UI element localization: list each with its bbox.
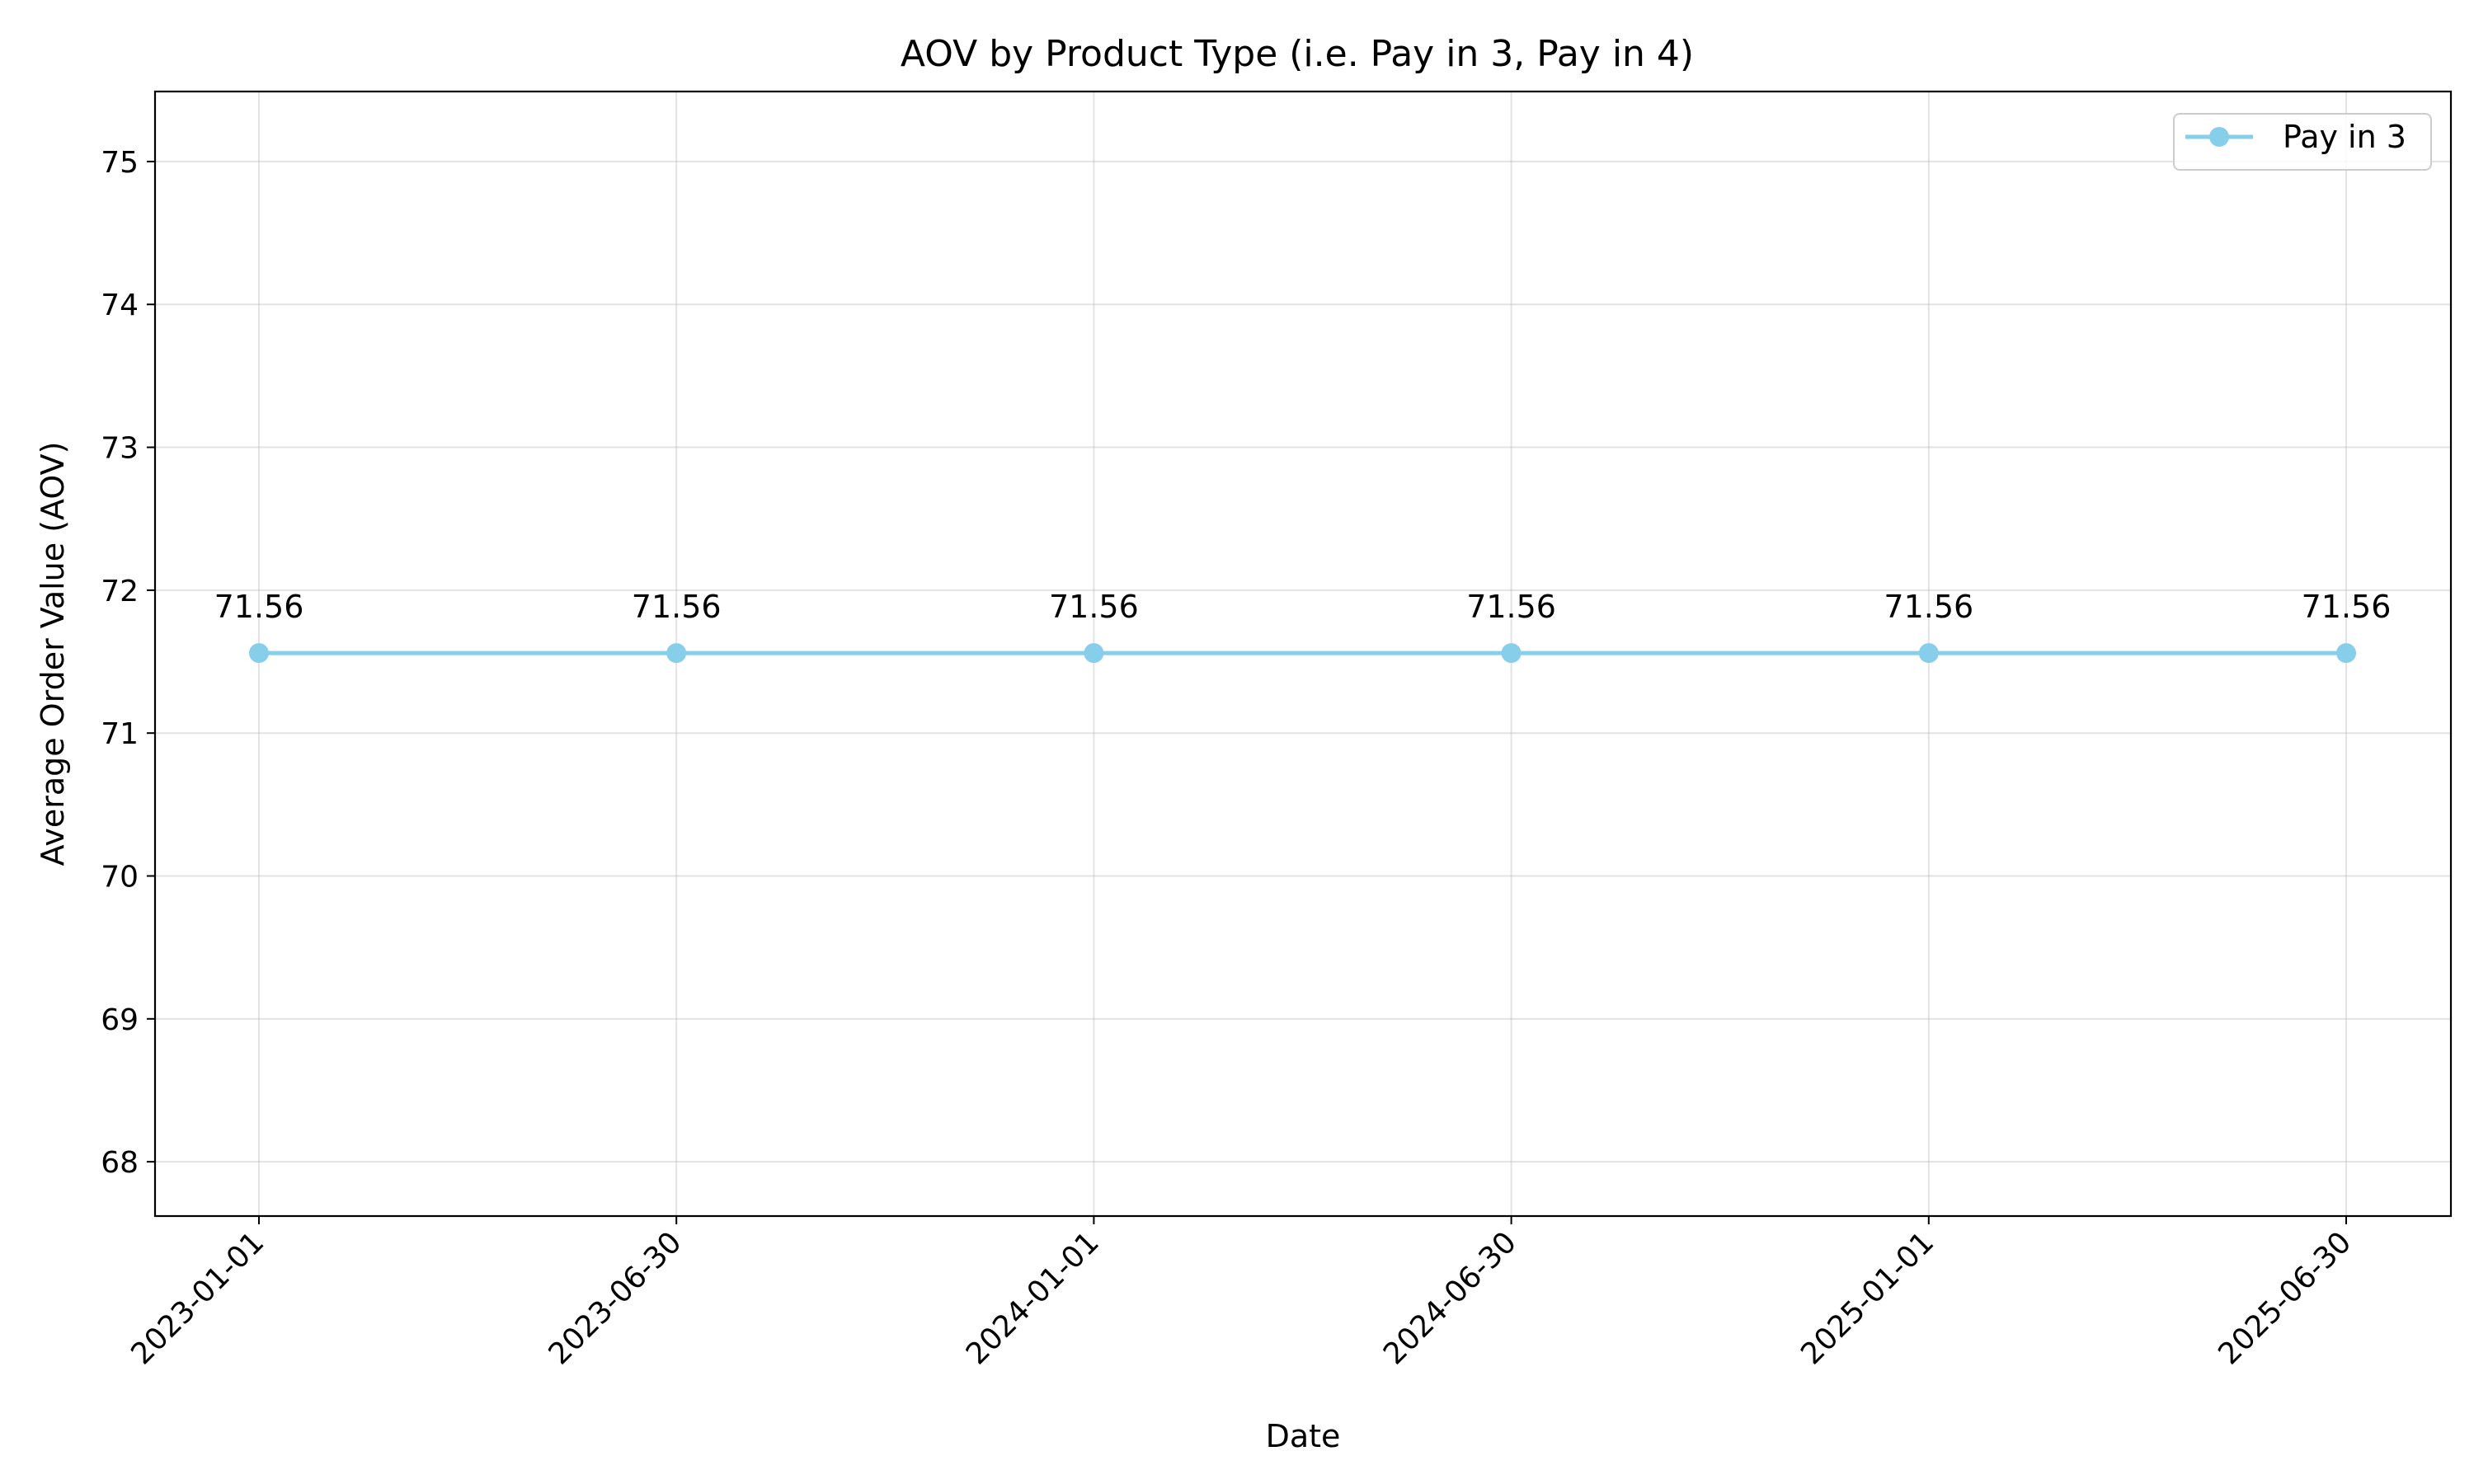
legend-marker-swatch [2209,127,2229,147]
y-axis-label: Average Order Value (AOV) [35,442,71,866]
y-tick-label: 69 [101,1003,139,1037]
chart-title: AOV by Product Type (i.e. Pay in 3, Pay … [901,33,1694,75]
data-point-marker [1501,643,1522,664]
series-layer [249,643,2356,664]
legend-box [2173,113,2432,171]
data-label: 71.56 [1884,589,1973,625]
y-tick-label: 74 [101,289,139,322]
data-label: 71.56 [632,589,722,625]
y-tick-label: 73 [101,432,139,466]
y-tick-label: 70 [101,861,139,895]
data-point-marker [1084,643,1104,664]
data-point-marker [249,643,269,664]
plot-area-frame [153,90,2453,1218]
data-point-marker [1918,643,1939,664]
data-labels-layer: 71.56 71.56 71.56 71.56 71.56 71.56 [214,589,2392,625]
x-axis-label: Date [1266,1418,1341,1454]
data-label: 71.56 [214,589,304,625]
data-label: 71.56 [2302,589,2392,625]
y-tick-label: 72 [101,575,139,608]
y-tick-label: 68 [101,1146,139,1180]
data-point-marker [666,643,687,664]
data-label: 71.56 [1049,589,1139,625]
data-point-marker [2336,643,2356,664]
data-label: 71.56 [1466,589,1556,625]
legend-label: Pay in 3 [2283,119,2406,155]
legend: Pay in 3 [2173,113,2432,171]
y-tick-label: 75 [101,146,139,180]
y-tick-label: 71 [101,717,139,751]
